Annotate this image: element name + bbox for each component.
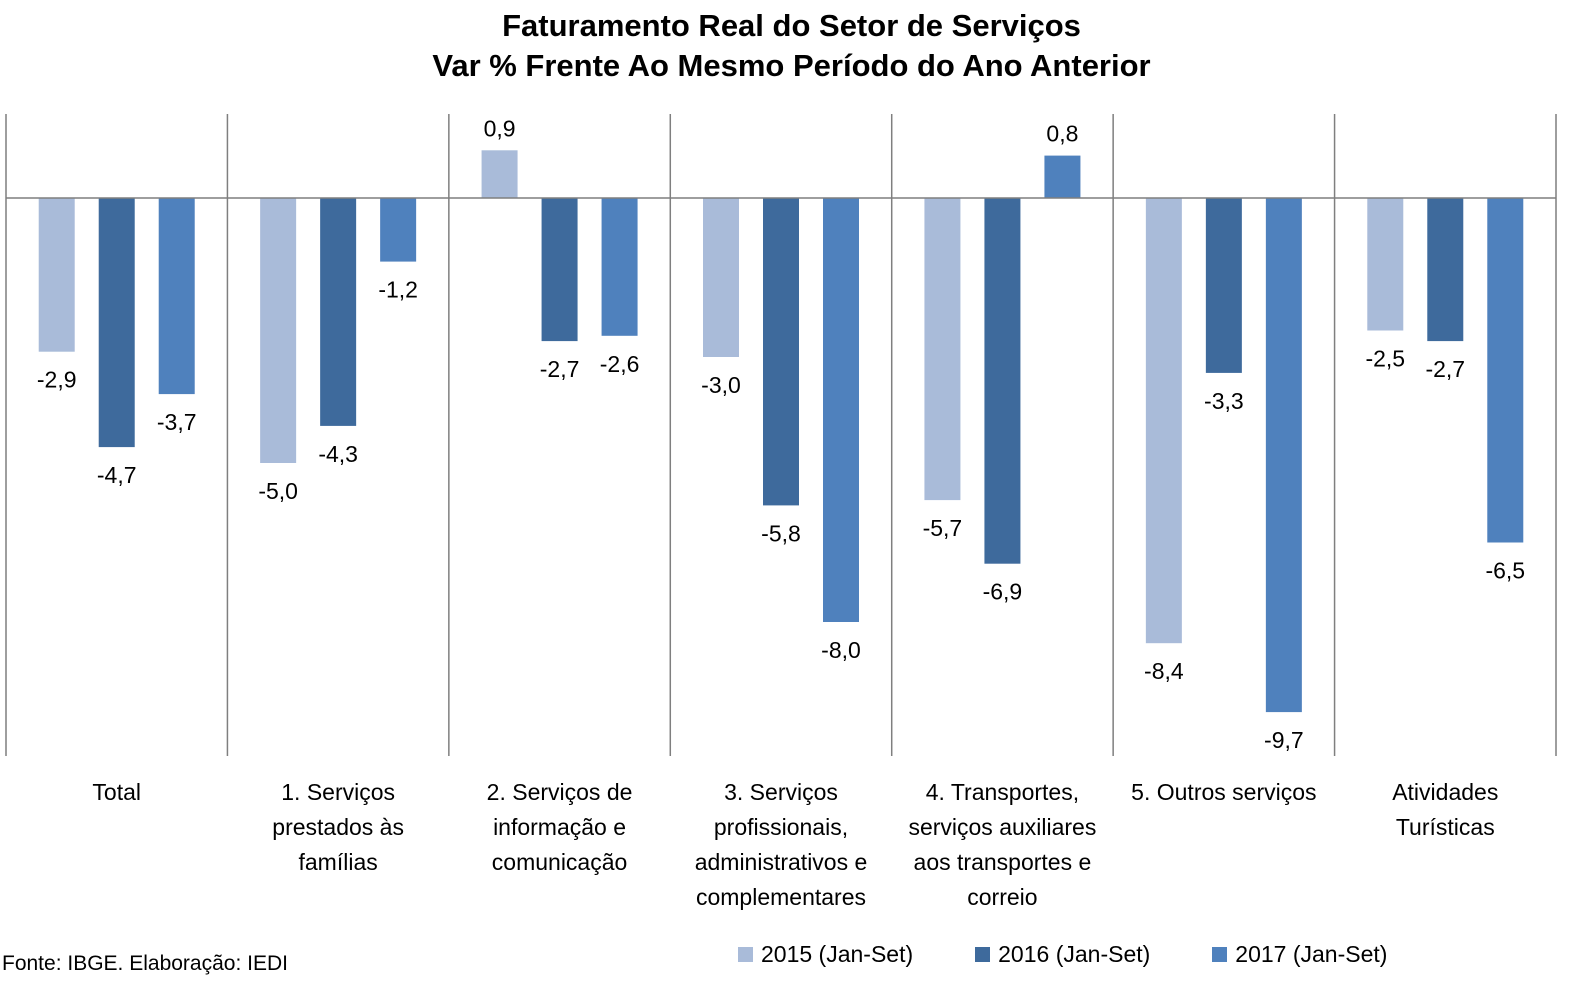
bar [260, 198, 297, 463]
data-label: -8,0 [821, 637, 861, 663]
legend-swatch-2015 [738, 946, 753, 962]
bar [984, 198, 1021, 564]
data-label: -2,7 [1425, 356, 1465, 382]
data-label: -5,8 [761, 520, 801, 546]
data-label: -3,7 [157, 409, 197, 435]
data-label: -4,7 [97, 462, 137, 488]
legend: 2015 (Jan-Set) 2016 (Jan-Set) 2017 (Jan-… [738, 938, 1449, 970]
data-label: -5,7 [923, 515, 963, 541]
legend-swatch-2016 [975, 946, 991, 962]
data-label: -8,4 [1144, 658, 1184, 684]
data-label: 0,8 [1046, 121, 1078, 147]
category-label-line: 2. Serviços de [486, 779, 633, 805]
chart-title: Faturamento Real do Setor de Serviços Va… [0, 6, 1583, 86]
data-label: -3,3 [1204, 388, 1244, 414]
legend-swatch-2017 [1212, 946, 1228, 962]
legend-label-2015: 2015 (Jan-Set) [761, 940, 914, 967]
bar [1265, 198, 1302, 713]
category-label-line: Turísticas [1395, 814, 1495, 840]
bar [320, 198, 357, 426]
category-label-line: profissionais, [713, 814, 849, 840]
legend-item-2015: 2015 (Jan-Set) [738, 941, 913, 968]
category-label-line: serviços auxiliares [908, 814, 1097, 840]
category-label: Atividades Turísticas [1335, 775, 1556, 845]
category-label-line: aos transportes e [913, 849, 1092, 875]
bar [924, 198, 961, 501]
data-label: -2,7 [540, 356, 580, 382]
category-label-line: complementares [695, 884, 866, 910]
category-label-line: 1. Serviços [281, 779, 396, 805]
bar [703, 198, 739, 357]
category-label: 5. Outros serviços [1113, 775, 1334, 810]
bar [1427, 198, 1464, 342]
bar [541, 198, 578, 342]
bar-chart: -2,9-5,00,9-3,0-5,7-8,4-2,5-4,7-4,3-2,7-… [5, 114, 1557, 756]
data-label: -3,0 [701, 372, 741, 398]
category-label-line: 3. Serviços [724, 779, 838, 805]
source-note: Fonte: IBGE. Elaboração: IEDI [2, 952, 288, 975]
category-label: 2. Serviços de informação e comunicação [449, 775, 670, 880]
bar [1205, 198, 1242, 373]
bar [38, 198, 75, 352]
category-label-line: Total [92, 779, 141, 805]
bar [98, 198, 135, 448]
data-label: 0,9 [484, 115, 516, 141]
data-label: -6,5 [1485, 558, 1525, 584]
category-label: 4. Transportes, serviços auxiliares aos tr… [892, 775, 1113, 915]
data-label: -1,2 [378, 277, 418, 303]
category-label-line: 5. Outros serviços [1131, 779, 1317, 805]
legend-item-2016: 2016 (Jan-Set) [975, 941, 1150, 968]
category-label-line: famílias [298, 849, 378, 875]
chart-title-line: Faturamento Real do Setor de Serviços [502, 8, 1081, 43]
bar [601, 198, 638, 336]
data-label: -4,3 [318, 441, 358, 467]
legend-item-2017: 2017 (Jan-Set) [1212, 941, 1387, 968]
data-label: -2,5 [1365, 346, 1405, 372]
data-label: -2,9 [37, 367, 77, 393]
data-label: -9,7 [1264, 727, 1304, 753]
bar [763, 198, 799, 506]
data-label: -2,6 [600, 351, 640, 377]
category-label-line: prestados às [272, 814, 404, 840]
legend-label-2016: 2016 (Jan-Set) [998, 940, 1151, 967]
chart-subtitle-line: Var % Frente Ao Mesmo Período do Ano Ant… [432, 48, 1151, 83]
bar [1044, 155, 1081, 198]
category-label-line: informação e [493, 814, 627, 840]
bar [823, 198, 859, 622]
category-label-line: comunicação [491, 849, 628, 875]
data-label: -6,9 [983, 579, 1023, 605]
data-label: -5,0 [258, 478, 298, 504]
legend-label-2017: 2017 (Jan-Set) [1235, 940, 1388, 967]
category-label: Total [6, 775, 227, 810]
bar [1367, 198, 1404, 331]
bar [1145, 198, 1182, 644]
category-label-line: administrativos e [694, 849, 868, 875]
bar [1487, 198, 1524, 543]
category-label: 1. Serviços prestados às famílias [227, 775, 448, 880]
bar [158, 198, 195, 395]
category-label-line: Atividades [1392, 779, 1499, 805]
category-label-line: 4. Transportes, [925, 779, 1080, 805]
category-label-line: correio [967, 884, 1038, 910]
category-label: 3. Serviços profissionais, administrativos… [670, 775, 891, 915]
bar [380, 198, 417, 262]
bar [481, 150, 518, 198]
